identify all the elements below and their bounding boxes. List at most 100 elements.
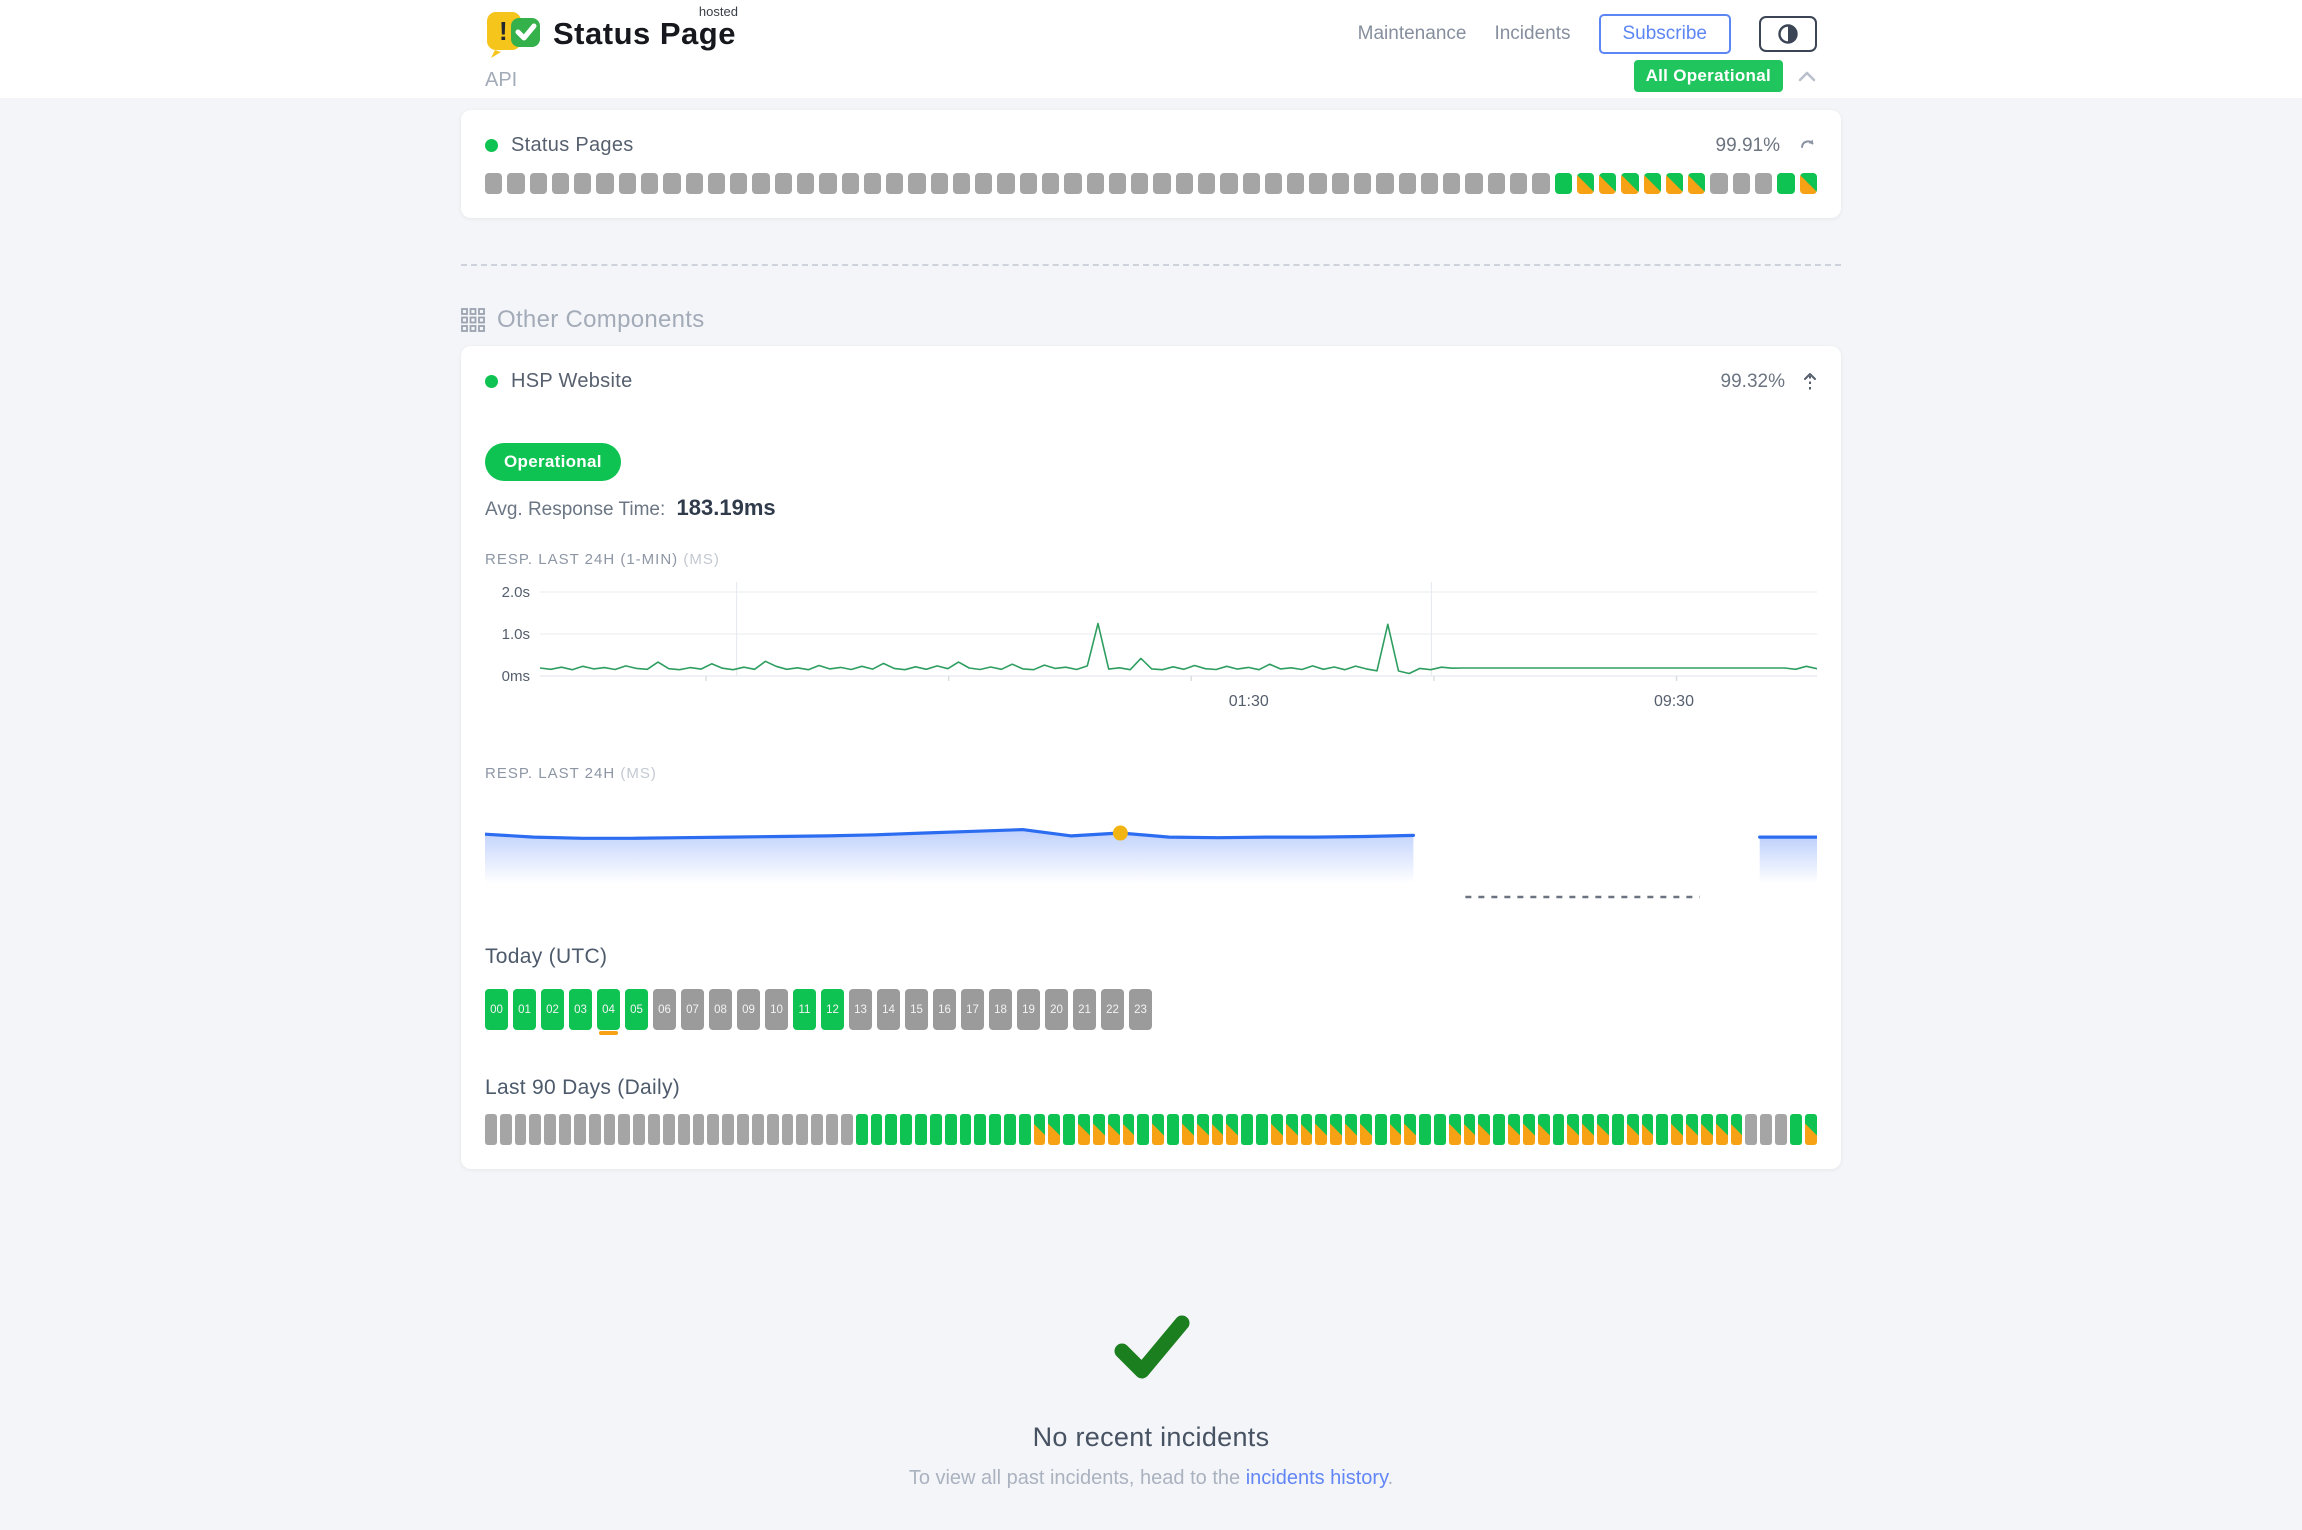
daily-uptime-bar[interactable] bbox=[499, 1114, 512, 1145]
chevron-up-icon[interactable] bbox=[1797, 69, 1817, 83]
daily-uptime-bar[interactable] bbox=[1167, 1114, 1179, 1145]
uptime-bar[interactable] bbox=[752, 173, 770, 194]
uptime-bar[interactable] bbox=[908, 173, 926, 194]
uptime-bar[interactable] bbox=[1131, 173, 1149, 194]
daily-uptime-bar[interactable] bbox=[1552, 1114, 1565, 1145]
daily-uptime-bar[interactable] bbox=[929, 1114, 942, 1145]
daily-uptime-bar[interactable] bbox=[1641, 1114, 1654, 1145]
daily-uptime-bar[interactable] bbox=[1003, 1114, 1016, 1145]
daily-uptime-bar[interactable] bbox=[1522, 1114, 1535, 1145]
uptime-bar[interactable] bbox=[1576, 173, 1595, 194]
uptime-bar[interactable] bbox=[975, 173, 993, 194]
daily-uptime-bar[interactable] bbox=[1478, 1114, 1491, 1145]
daily-uptime-bar[interactable] bbox=[529, 1114, 542, 1145]
daily-uptime-bar[interactable] bbox=[840, 1114, 853, 1145]
daily-uptime-bar[interactable] bbox=[722, 1114, 735, 1145]
daily-uptime-bar[interactable] bbox=[1196, 1114, 1209, 1145]
daily-uptime-bar[interactable] bbox=[677, 1114, 690, 1145]
daily-uptime-bar[interactable] bbox=[544, 1114, 557, 1145]
daily-uptime-bar[interactable] bbox=[737, 1114, 749, 1145]
daily-uptime-bar[interactable] bbox=[1656, 1114, 1669, 1145]
daily-uptime-bar[interactable] bbox=[781, 1114, 794, 1145]
hour-block-02[interactable]: 02 bbox=[541, 989, 564, 1030]
daily-uptime-bar[interactable] bbox=[1181, 1114, 1194, 1145]
daily-uptime-bar[interactable] bbox=[603, 1114, 616, 1145]
hour-block-17[interactable]: 17 bbox=[961, 989, 984, 1030]
uptime-bar[interactable] bbox=[1443, 173, 1461, 194]
daily-uptime-bar[interactable] bbox=[885, 1114, 898, 1145]
hour-block-20[interactable]: 20 bbox=[1045, 989, 1068, 1030]
hour-block-01[interactable]: 01 bbox=[513, 989, 536, 1030]
daily-uptime-bar[interactable] bbox=[870, 1114, 883, 1145]
daily-uptime-bar[interactable] bbox=[1345, 1114, 1357, 1145]
uptime-bar[interactable] bbox=[1621, 173, 1639, 194]
daily-uptime-bar[interactable] bbox=[796, 1114, 809, 1145]
uptime-bar[interactable] bbox=[952, 173, 971, 194]
hour-block-18[interactable]: 18 bbox=[989, 989, 1012, 1030]
daily-uptime-bar[interactable] bbox=[1686, 1114, 1698, 1145]
daily-uptime-bar[interactable] bbox=[1448, 1114, 1461, 1145]
daily-uptime-bar[interactable] bbox=[1537, 1114, 1550, 1145]
hour-block-21[interactable]: 21 bbox=[1073, 989, 1096, 1030]
hour-block-14[interactable]: 14 bbox=[877, 989, 900, 1030]
uptime-bar[interactable] bbox=[886, 173, 904, 194]
daily-uptime-bar[interactable] bbox=[1419, 1114, 1431, 1145]
daily-uptime-bar[interactable] bbox=[1567, 1114, 1580, 1145]
uptime-bar[interactable] bbox=[485, 173, 503, 194]
hour-block-05[interactable]: 05 bbox=[625, 989, 648, 1030]
uptime-bar[interactable] bbox=[1799, 173, 1817, 194]
daily-uptime-bar[interactable] bbox=[1715, 1114, 1728, 1145]
uptime-bar[interactable] bbox=[1376, 173, 1394, 194]
daily-uptime-bar[interactable] bbox=[1092, 1114, 1105, 1145]
uptime-bar[interactable] bbox=[841, 173, 859, 194]
daily-uptime-bar[interactable] bbox=[944, 1114, 957, 1145]
hour-block-13[interactable]: 13 bbox=[849, 989, 872, 1030]
daily-uptime-bar[interactable] bbox=[1137, 1114, 1150, 1145]
uptime-bar[interactable] bbox=[1287, 173, 1305, 194]
uptime-bar[interactable] bbox=[1755, 173, 1773, 194]
uptime-bar[interactable] bbox=[997, 173, 1015, 194]
hour-block-19[interactable]: 19 bbox=[1017, 989, 1040, 1030]
daily-uptime-bar[interactable] bbox=[974, 1114, 987, 1145]
daily-uptime-bar[interactable] bbox=[766, 1114, 779, 1145]
daily-uptime-bar[interactable] bbox=[1582, 1114, 1595, 1145]
daily-uptime-bar[interactable] bbox=[1508, 1114, 1520, 1145]
daily-uptime-bar[interactable] bbox=[1404, 1114, 1417, 1145]
daily-uptime-bar[interactable] bbox=[1463, 1114, 1476, 1145]
uptime-bar[interactable] bbox=[1353, 173, 1372, 194]
uptime-bar[interactable] bbox=[1220, 173, 1238, 194]
uptime-bar[interactable] bbox=[1198, 173, 1216, 194]
uptime-bar[interactable] bbox=[774, 173, 792, 194]
hour-block-03[interactable]: 03 bbox=[569, 989, 592, 1030]
uptime-bar[interactable] bbox=[1487, 173, 1505, 194]
hour-block-23[interactable]: 23 bbox=[1129, 989, 1152, 1030]
hour-block-15[interactable]: 15 bbox=[905, 989, 928, 1030]
daily-uptime-bar[interactable] bbox=[915, 1114, 927, 1145]
daily-uptime-bar[interactable] bbox=[1730, 1114, 1743, 1145]
uptime-bar[interactable] bbox=[1331, 173, 1349, 194]
uptime-bar[interactable] bbox=[1175, 173, 1193, 194]
uptime-bar[interactable] bbox=[685, 173, 703, 194]
daily-uptime-bar[interactable] bbox=[1745, 1114, 1758, 1145]
daily-uptime-bar[interactable] bbox=[826, 1114, 838, 1145]
uptime-bar[interactable] bbox=[574, 173, 592, 194]
daily-uptime-bar[interactable] bbox=[1315, 1114, 1328, 1145]
daily-uptime-bar[interactable] bbox=[1152, 1114, 1165, 1145]
brand-logo[interactable]: ! Status Page hosted bbox=[485, 4, 738, 58]
daily-uptime-bar[interactable] bbox=[1122, 1114, 1135, 1145]
daily-uptime-bar[interactable] bbox=[1374, 1114, 1387, 1145]
hour-block-08[interactable]: 08 bbox=[709, 989, 732, 1030]
refresh-icon[interactable] bbox=[1798, 136, 1817, 155]
daily-uptime-bar[interactable] bbox=[1389, 1114, 1402, 1145]
uptime-bar[interactable] bbox=[1420, 173, 1439, 194]
uptime-bar[interactable] bbox=[1086, 173, 1104, 194]
daily-uptime-bar[interactable] bbox=[751, 1114, 764, 1145]
uptime-bar[interactable] bbox=[663, 173, 681, 194]
daily-uptime-bar[interactable] bbox=[1063, 1114, 1076, 1145]
daily-uptime-bar[interactable] bbox=[1270, 1114, 1283, 1145]
theme-toggle-button[interactable] bbox=[1759, 16, 1817, 52]
daily-uptime-bar[interactable] bbox=[1671, 1114, 1684, 1145]
daily-uptime-bar[interactable] bbox=[1359, 1114, 1372, 1145]
uptime-bar[interactable] bbox=[1554, 173, 1572, 194]
uptime-bar[interactable] bbox=[863, 173, 882, 194]
